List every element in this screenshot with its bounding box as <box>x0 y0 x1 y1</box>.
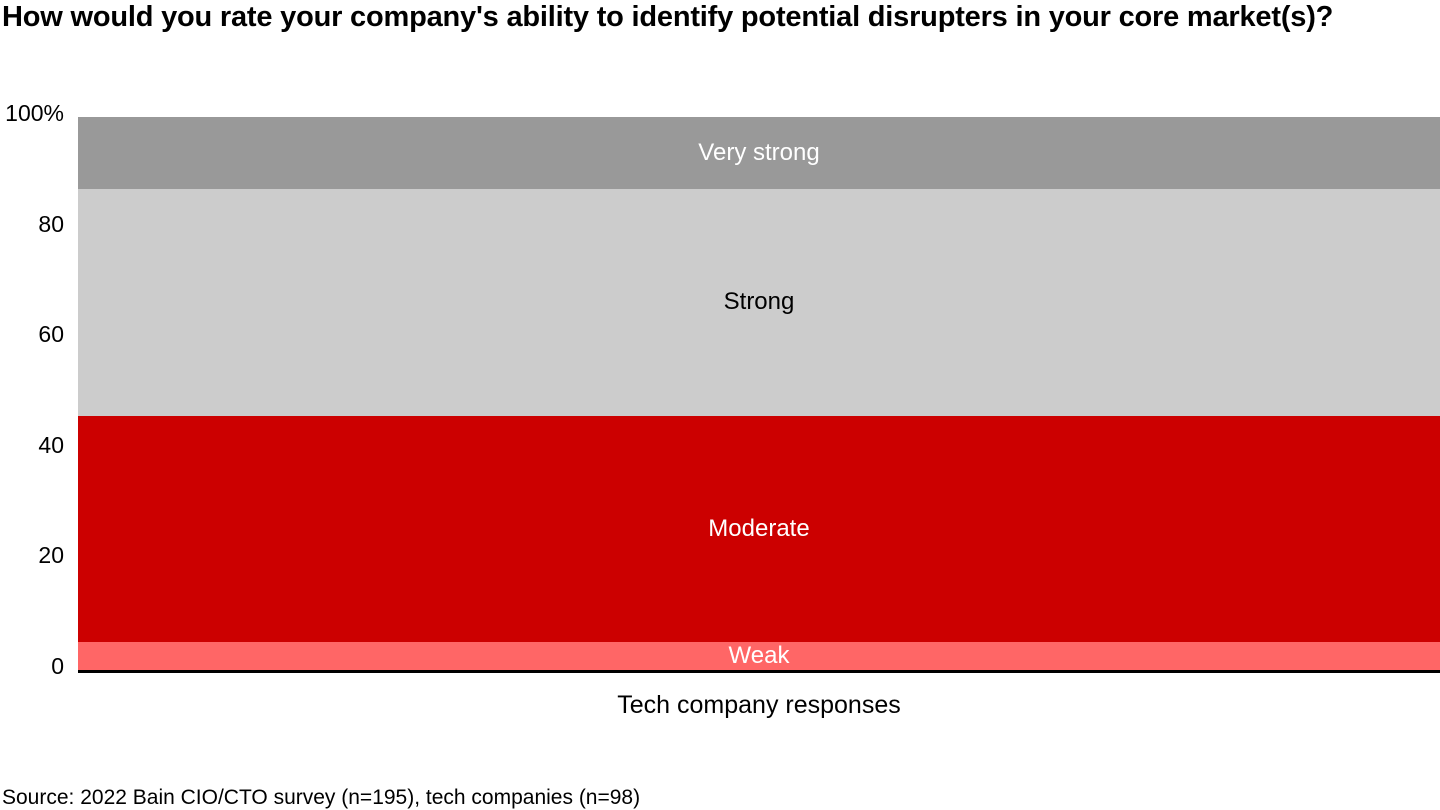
chart-title: How would you rate your company's abilit… <box>2 1 1334 33</box>
segment-label: Moderate <box>708 514 810 542</box>
y-tick-label: 60 <box>38 321 64 348</box>
source-note: Source: 2022 Bain CIO/CTO survey (n=195)… <box>2 786 641 809</box>
plot-area: Very strong Strong Moderate Weak <box>78 117 1440 673</box>
segment-strong: Strong <box>78 188 1440 416</box>
segment-label: Weak <box>728 642 790 670</box>
segment-label: Strong <box>723 288 795 316</box>
y-tick-label: 0 <box>51 653 64 679</box>
y-tick-label: 40 <box>38 431 64 458</box>
segment-very-strong: Very strong <box>78 117 1440 189</box>
segment-moderate: Moderate <box>78 415 1440 643</box>
y-tick-label: 20 <box>38 542 64 569</box>
x-axis-label: Tech company responses <box>617 691 901 719</box>
segment-weak: Weak <box>78 642 1440 670</box>
y-tick-label: 80 <box>38 210 64 237</box>
y-axis: 0 20 40 60 80 100% <box>0 100 64 679</box>
y-tick-label: 100% <box>5 100 64 126</box>
segment-label: Very strong <box>698 138 820 166</box>
